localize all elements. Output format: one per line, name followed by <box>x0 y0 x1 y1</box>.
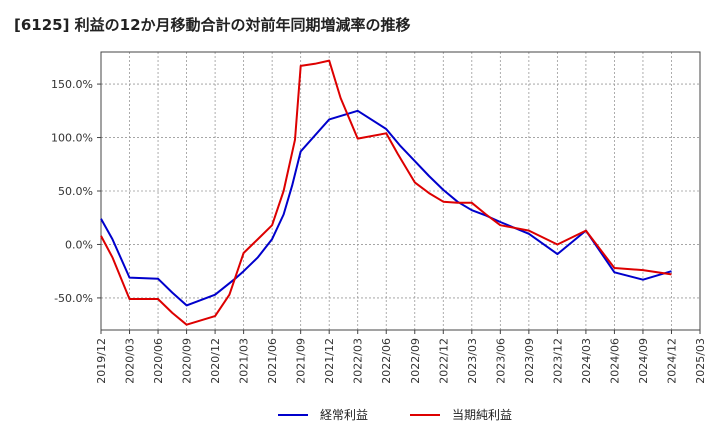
x-tick-label: 2020/03 <box>124 338 137 384</box>
series-lines <box>100 59 672 326</box>
x-axis-ticks: 2019/12 2020/03 2020/06 2020/09 2020/12 2021/… <box>95 330 707 384</box>
legend: 経常利益 当期純利益 <box>278 408 512 422</box>
grid-lines <box>101 52 700 330</box>
x-tick-label: 2021/12 <box>323 338 336 384</box>
x-tick-label: 2025/03 <box>694 338 707 384</box>
x-tick-label: 2022/06 <box>380 338 393 384</box>
x-tick-label: 2021/06 <box>266 338 279 384</box>
legend-label: 当期純利益 <box>452 408 512 422</box>
x-tick-label: 2023/12 <box>551 338 564 384</box>
x-tick-label: 2024/06 <box>608 338 621 384</box>
x-tick-label: 2023/09 <box>523 338 536 384</box>
y-axis-ticks: -50.0% 0.0% 50.0% 100.0% 150.0% <box>51 78 101 305</box>
y-tick-label: 100.0% <box>51 132 93 145</box>
x-tick-label: 2024/12 <box>665 338 678 384</box>
x-tick-label: 2022/09 <box>409 338 422 384</box>
y-tick-label: 50.0% <box>58 185 93 198</box>
x-tick-label: 2023/03 <box>466 338 479 384</box>
y-tick-label: 0.0% <box>65 238 93 251</box>
x-tick-label: 2020/09 <box>181 338 194 384</box>
x-tick-label: 2021/03 <box>238 338 251 384</box>
x-tick-label: 2024/09 <box>637 338 650 384</box>
chart-title: [6125] 利益の12か月移動合計の対前年同期増減率の推移 <box>14 16 411 34</box>
series-line <box>100 109 672 307</box>
series-line <box>100 59 672 326</box>
x-tick-label: 2022/03 <box>352 338 365 384</box>
x-tick-label: 2021/09 <box>295 338 308 384</box>
legend-label: 経常利益 <box>320 408 368 422</box>
x-tick-label: 2019/12 <box>95 338 108 384</box>
x-tick-label: 2024/03 <box>580 338 593 384</box>
x-tick-label: 2022/12 <box>437 338 450 384</box>
y-tick-label: 150.0% <box>51 78 93 91</box>
y-tick-label: -50.0% <box>54 292 93 305</box>
x-tick-label: 2020/06 <box>152 338 165 384</box>
x-tick-label: 2020/12 <box>209 338 222 384</box>
x-tick-label: 2023/06 <box>494 338 507 384</box>
